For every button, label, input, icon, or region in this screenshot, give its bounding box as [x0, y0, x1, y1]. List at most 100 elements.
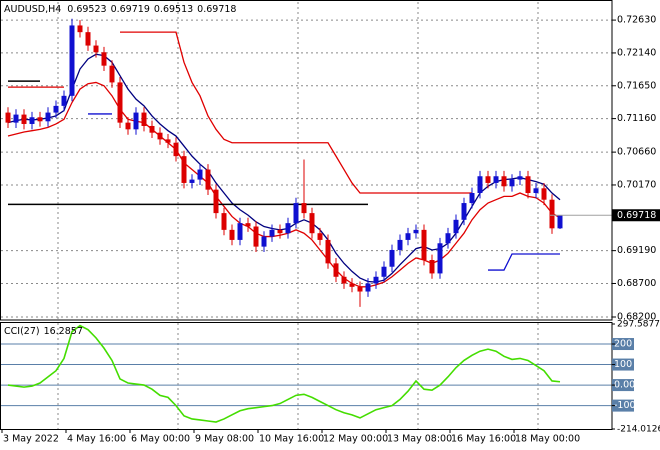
- candle-body: [37, 117, 43, 122]
- overlay-line: [7, 81, 561, 288]
- candle-body: [165, 139, 171, 143]
- candle-body: [181, 156, 187, 183]
- last-high: 0.69719: [111, 4, 150, 15]
- candle-body: [157, 132, 163, 140]
- candle-body: [5, 112, 11, 123]
- main-panel-frame: [0, 0, 613, 321]
- indicator-last-value: 16.2857: [44, 326, 83, 337]
- indicator-tick-label: 100: [614, 359, 632, 370]
- indicator-level-box: [612, 399, 634, 412]
- x-tick-label: 16 May 16:00: [451, 434, 516, 445]
- x-tick-label: 12 May 00:00: [323, 434, 388, 445]
- candle-body: [141, 112, 147, 126]
- candle-body: [381, 266, 387, 277]
- candle-body: [421, 229, 427, 261]
- symbol: AUDUSD,H4: [4, 4, 61, 15]
- y-tick-label: 0.72140: [617, 47, 656, 58]
- candle-body: [533, 188, 539, 194]
- candle-body: [229, 229, 235, 240]
- candle-body: [485, 176, 491, 183]
- indicator-tick-label: -100: [614, 400, 636, 411]
- candle-body: [477, 176, 483, 194]
- candle-body: [325, 239, 331, 264]
- y-tick-label: 0.72630: [617, 15, 656, 26]
- candle-body: [85, 32, 91, 46]
- candle-body: [357, 286, 363, 292]
- x-tick-label: 13 May 08:00: [387, 434, 452, 445]
- candle-body: [53, 105, 59, 113]
- candle-body: [21, 114, 27, 124]
- x-tick-label: 3 May 2022: [3, 434, 59, 445]
- candle-body: [29, 117, 35, 124]
- indicator-label: CCI(27): [4, 326, 40, 337]
- candle-body: [101, 52, 107, 66]
- candle-body: [117, 82, 123, 123]
- candle-body: [189, 179, 195, 183]
- last-low: 0.69513: [154, 4, 193, 15]
- candle-body: [389, 249, 395, 267]
- last-close: 0.69718: [197, 4, 236, 15]
- candle-body: [557, 215, 563, 229]
- candle-body: [301, 203, 307, 214]
- candle-body: [437, 243, 443, 274]
- indicator-line: [7, 324, 561, 423]
- candle-body: [317, 233, 323, 240]
- indicator-header: CCI(27) 16.2857: [4, 326, 83, 337]
- indicator-tick-label: 0.00: [614, 380, 635, 391]
- indicator-tick-label: 297.5877: [617, 320, 660, 330]
- y-tick-label: 0.70660: [617, 147, 656, 158]
- candle-body: [93, 45, 99, 53]
- plot-layer: [1, 18, 612, 423]
- candle-body: [349, 283, 355, 287]
- candle-body: [133, 112, 139, 130]
- last-price-label: 0.69718: [617, 210, 656, 221]
- candle-body: [109, 65, 115, 83]
- candle-body: [253, 226, 259, 247]
- candle-body: [405, 233, 411, 240]
- candle-body: [493, 176, 499, 183]
- candle-body: [469, 193, 475, 204]
- y-tick-label: 0.69190: [617, 245, 656, 256]
- y-tick-label: 0.71160: [617, 113, 656, 124]
- indicator-tick-label: 200: [614, 339, 632, 350]
- candle-body: [445, 233, 451, 244]
- indicator-level-box: [612, 358, 634, 371]
- indicator-panel-frame: [0, 322, 613, 430]
- candle-body: [197, 169, 203, 180]
- overlay-line: [7, 53, 561, 283]
- candle-body: [549, 199, 555, 229]
- candle-body: [13, 114, 19, 123]
- candle-body: [365, 283, 371, 292]
- candle-body: [541, 188, 547, 200]
- candle-body: [453, 219, 459, 234]
- candle-body: [285, 223, 291, 234]
- y-tick-label: 0.68200: [617, 311, 656, 322]
- candle-body: [397, 239, 403, 250]
- y-tick-label: 0.71650: [617, 80, 656, 91]
- candle-body: [429, 260, 435, 274]
- candle-body: [413, 229, 419, 234]
- indicator-tick-label: -214.0126: [617, 425, 660, 435]
- candle-body: [509, 179, 515, 187]
- indicator-level-box: [612, 379, 634, 392]
- x-tick-label: 9 May 08:00: [195, 434, 254, 445]
- candle-body: [237, 223, 243, 240]
- chart-header: AUDUSD,H4 0.69523 0.69719 0.69513 0.69718: [4, 4, 236, 15]
- overlay-line: [88, 113, 560, 271]
- y-tick-label: 0.68700: [617, 278, 656, 289]
- candle-body: [269, 229, 275, 237]
- candle-body: [221, 213, 227, 230]
- candle-body: [69, 25, 75, 96]
- candle-body: [125, 122, 131, 130]
- candle-body: [501, 176, 507, 187]
- candle-body: [205, 169, 211, 190]
- candle-body: [77, 25, 83, 33]
- candle-body: [461, 203, 467, 220]
- candle-body: [517, 176, 523, 180]
- y-tick-label: 0.70170: [617, 179, 656, 190]
- candle-body: [373, 276, 379, 284]
- last-open: 0.69523: [67, 4, 106, 15]
- overlay-line: [8, 31, 472, 194]
- candle-body: [61, 95, 67, 106]
